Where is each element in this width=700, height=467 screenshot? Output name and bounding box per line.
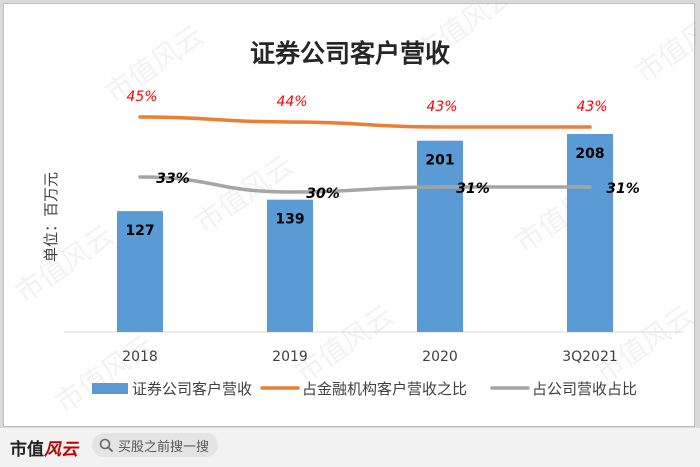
footer-bar: 市值风云 买股之前搜一搜 — [0, 428, 700, 467]
legend-label-bar: 证券公司客户营收 — [132, 380, 252, 398]
brand-accent: 风云 — [44, 440, 78, 460]
line-financial-share-label: 43% — [576, 99, 607, 115]
search-icon — [99, 438, 113, 452]
line-company-share-label: 30% — [306, 186, 340, 202]
bar-value-label: 139 — [275, 212, 304, 228]
bar-2019 — [267, 199, 313, 332]
legend-swatch-bar — [92, 383, 128, 394]
x-tick-label: 3Q2021 — [562, 349, 618, 365]
line-financial-share-label: 43% — [426, 99, 457, 115]
bar-2018 — [117, 211, 163, 332]
watermark-text: 市值风云 — [49, 328, 160, 419]
watermark-text: 市值风云 — [9, 218, 120, 309]
line-financial-share — [138, 115, 592, 129]
bar-value-label: 127 — [125, 223, 154, 239]
x-tick-label: 2018 — [122, 349, 158, 365]
watermark-text: 市值风云 — [629, 4, 696, 90]
search-placeholder: 买股之前搜一搜 — [118, 440, 210, 455]
brand-main: 市值 — [10, 440, 44, 460]
bars-layer: 127 139 201 208 — [117, 134, 613, 332]
search-box[interactable]: 买股之前搜一搜 — [92, 433, 218, 457]
y-axis-label: 单位：百万元 — [42, 172, 60, 262]
x-tick-label: 2020 — [422, 349, 458, 365]
line-company-share-label: 31% — [456, 181, 490, 197]
x-tick-label: 2019 — [272, 349, 308, 365]
bar-value-label: 201 — [425, 153, 454, 169]
chart-title: 证券公司客户营收 — [250, 39, 450, 68]
bar-value-label: 208 — [575, 146, 604, 162]
lines-layer: 45% 44% 43% 43% 33% 30% 31% 31% — [126, 89, 639, 202]
line-company-share-label: 33% — [156, 171, 190, 187]
bar-2020 — [417, 140, 463, 332]
chart-card: 市值风云 市值风云 市值风云 市值风云 市值风云 市值风云 市值风云 市值风云 市值风云 证券公… — [3, 0, 700, 427]
legend: 证券公司客户营收 占金融机构客户营收之比 占公司营收占比 — [92, 380, 637, 398]
line-financial-share-label: 45% — [126, 89, 157, 105]
line-company-share-label: 31% — [606, 181, 640, 197]
legend-label-company: 占公司营收占比 — [532, 380, 637, 398]
legend-label-financial: 占金融机构客户营收之比 — [302, 380, 467, 398]
line-company-share — [138, 175, 592, 194]
bar-3Q2021 — [567, 134, 613, 332]
x-ticks-layer: 2018 2019 2020 3Q2021 — [122, 349, 618, 365]
line-financial-share-label: 44% — [276, 94, 307, 110]
brand-logo[interactable]: 市值风云 — [10, 435, 78, 460]
